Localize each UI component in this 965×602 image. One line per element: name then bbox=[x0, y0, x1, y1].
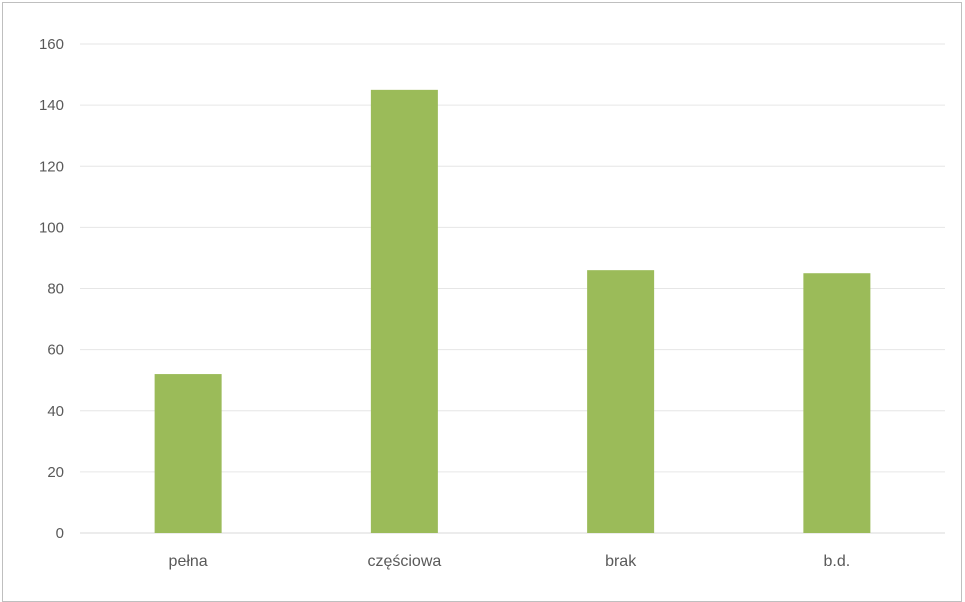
x-axis-labels: pełna częściowa brak b.d. bbox=[169, 553, 851, 570]
y-tick-label: 80 bbox=[47, 281, 64, 298]
x-category-label: b.d. bbox=[824, 553, 851, 570]
bars bbox=[154, 89, 871, 533]
y-tick-label: 160 bbox=[39, 36, 64, 53]
bar-chart: 0 20 40 60 80 100 120 140 160 pełna częściowa brak… bbox=[39, 36, 945, 570]
x-category-label: pełna bbox=[169, 553, 208, 570]
bar-0 bbox=[154, 374, 222, 533]
bar-2 bbox=[587, 270, 655, 533]
y-tick-label: 20 bbox=[47, 464, 64, 481]
y-tick-label: 140 bbox=[39, 97, 64, 114]
y-tick-label: 60 bbox=[47, 342, 64, 359]
bar-1 bbox=[370, 89, 438, 533]
bar-3 bbox=[803, 273, 871, 533]
y-axis-ticks: 0 20 40 60 80 100 120 140 160 bbox=[39, 36, 64, 542]
gridlines bbox=[80, 43, 945, 534]
y-tick-label: 40 bbox=[47, 403, 64, 420]
y-tick-label: 0 bbox=[56, 525, 64, 542]
x-category-label: częściowa bbox=[367, 553, 441, 570]
x-category-label: brak bbox=[605, 553, 637, 570]
y-tick-label: 120 bbox=[39, 158, 64, 175]
y-tick-label: 100 bbox=[39, 219, 64, 236]
